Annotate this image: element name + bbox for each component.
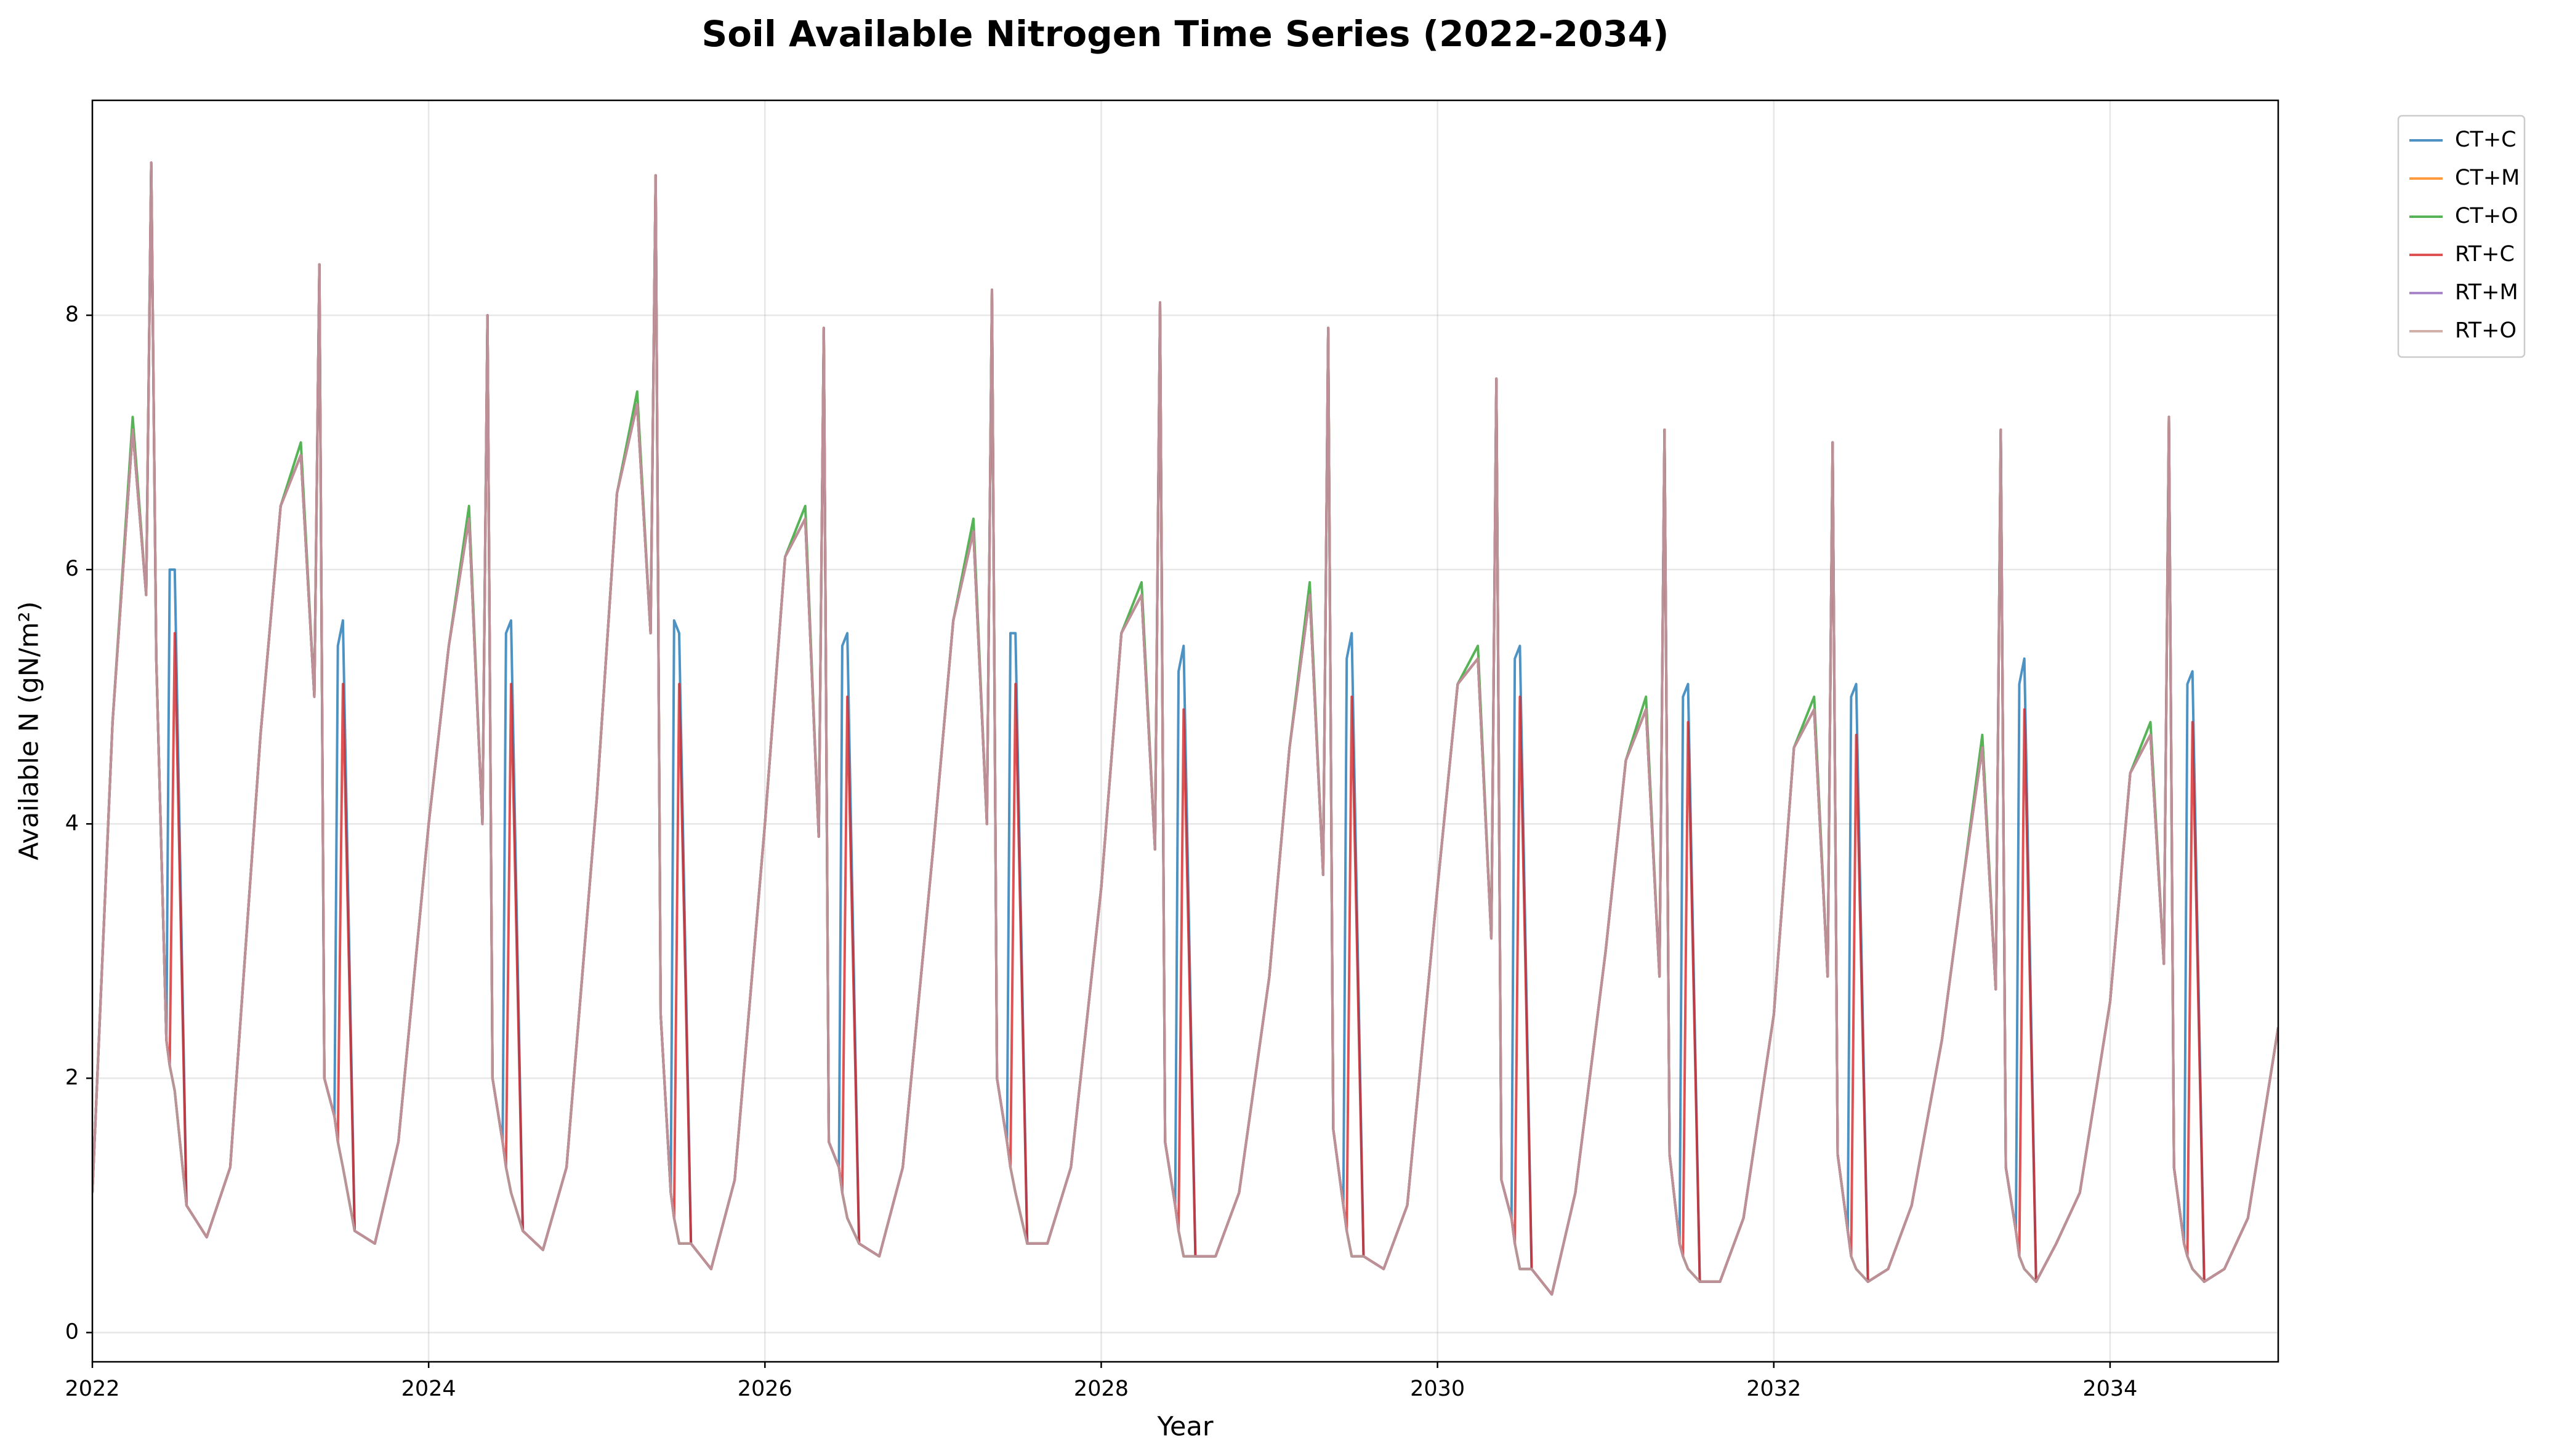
legend-box bbox=[2397, 115, 2526, 358]
y-tick-label: 2 bbox=[65, 1065, 79, 1090]
chart-title: Soil Available Nitrogen Time Series (202… bbox=[701, 13, 1669, 55]
series-line bbox=[92, 161, 2278, 1296]
x-tick-label: 2024 bbox=[401, 1377, 456, 1401]
plot-frame bbox=[91, 99, 2279, 1363]
legend-label: RT+M bbox=[2455, 280, 2518, 305]
x-tick-label: 2022 bbox=[65, 1377, 119, 1401]
x-tick-label: 2034 bbox=[2082, 1377, 2137, 1401]
series-line bbox=[92, 161, 2278, 1296]
legend: CT+C CT+M CT+O RT+C RT+M RT+O bbox=[2397, 115, 2526, 358]
y-tick-label: 0 bbox=[65, 1319, 79, 1344]
legend-label: CT+O bbox=[2455, 204, 2518, 228]
y-tick-label: 6 bbox=[65, 557, 79, 581]
y-axis-label: Available N (gN/m²) bbox=[14, 601, 45, 861]
legend-label: RT+C bbox=[2455, 242, 2515, 267]
legend-label: RT+O bbox=[2455, 318, 2517, 343]
x-axis-label: Year bbox=[1156, 1412, 1213, 1442]
x-tick-label: 2028 bbox=[1074, 1377, 1129, 1401]
y-tick-label: 8 bbox=[65, 302, 79, 327]
x-tick-label: 2030 bbox=[1410, 1377, 1465, 1401]
legend-label: CT+M bbox=[2455, 166, 2520, 190]
x-tick-label: 2032 bbox=[1746, 1377, 1801, 1401]
y-tick-label: 4 bbox=[65, 811, 79, 835]
legend-label: CT+C bbox=[2455, 127, 2517, 152]
x-tick-label: 2026 bbox=[738, 1377, 792, 1401]
